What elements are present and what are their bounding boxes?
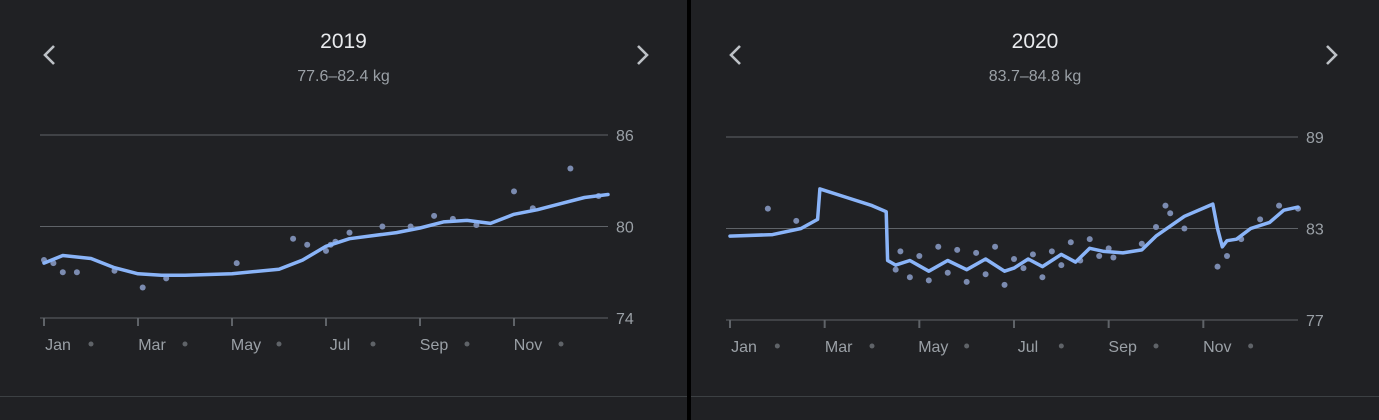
data-point [1039,274,1046,281]
x-tick-label: Nov [1203,339,1231,356]
data-point [1110,254,1117,261]
x-minor-dot [558,341,564,347]
data-point [1011,256,1017,262]
data-point [431,212,438,219]
data-point [1048,248,1055,255]
chevron-left-icon [729,45,741,65]
previous-year-button[interactable] [38,40,62,70]
x-tick-label: Mar [825,339,853,356]
data-point [1224,252,1230,259]
data-point [1138,240,1145,247]
data-point [1276,202,1283,209]
x-minor-dot [182,341,188,347]
x-minor-dot [964,343,970,349]
data-point [346,229,353,236]
x-minor-dot [464,341,470,347]
x-minor-dot [774,343,780,349]
divider [691,396,1379,397]
data-point [892,266,899,273]
data-point [379,223,386,230]
weight-chart-2020: 77 83 89 Jan Mar May Jul Sep Nov [726,130,1324,356]
data-point [764,205,771,212]
chevron-right-icon [637,45,649,65]
x-tick-label: May [918,339,948,356]
data-point [1020,265,1027,272]
chevron-left-icon [43,45,55,65]
data-point [973,249,980,256]
data-point [1162,202,1169,209]
x-minor-dot [1248,343,1254,349]
x-minor-dot [276,341,282,347]
next-year-button[interactable] [1319,40,1343,70]
data-point [992,243,999,250]
chevron-right-icon [1326,45,1338,65]
x-minor-dot [869,343,875,349]
data-point [1086,236,1093,243]
data-point [139,284,146,291]
data-point [954,246,961,253]
year-title: 2019 [320,30,367,53]
y-tick-label: 80 [616,220,634,237]
data-point [916,252,923,259]
data-point [1181,225,1188,232]
data-point [906,274,913,281]
x-minor-dot [1153,343,1159,349]
x-minor-dot [370,341,376,347]
data-point [304,241,311,248]
data-point [233,260,240,267]
x-tick-label: Jan [731,339,757,356]
y-tick-label: 77 [1306,313,1324,330]
y-tick-label: 86 [616,128,634,145]
trend-line [728,187,1300,273]
data-point [567,165,574,172]
data-point [935,243,942,250]
y-tick-label: 89 [1306,130,1324,147]
data-point [1096,252,1103,259]
x-tick-label: Nov [514,337,542,354]
weight-range: 83.7–84.8 kg [988,68,1082,85]
x-tick-label: Jan [45,337,71,354]
next-year-button[interactable] [630,40,654,70]
weight-range: 77.6–82.4 kg [297,68,390,85]
previous-year-button[interactable] [724,40,748,70]
x-minor-dot [1058,343,1064,349]
data-point [944,269,951,276]
x-tick-label: Mar [138,337,166,354]
data-point [1167,210,1174,217]
x-tick-label: Jul [1018,339,1038,356]
weight-chart-2019: 74 80 86 Jan Mar May Jul Sep Nov [40,128,634,354]
data-point [793,217,800,224]
year-title: 2020 [1011,30,1059,53]
data-point [59,269,66,276]
y-tick-label: 83 [1306,222,1324,239]
data-point [1257,216,1264,223]
data-point [1153,223,1159,230]
x-tick-label: Sep [1108,339,1137,356]
divider [0,396,687,397]
data-point [1105,245,1112,252]
data-point [1214,263,1221,270]
data-point [925,277,932,284]
data-point [1029,251,1036,258]
x-tick-label: May [231,337,261,354]
data-point [511,188,517,195]
data-point [73,269,80,276]
data-point [323,247,329,254]
data-point [1001,281,1008,288]
data-point [963,278,970,285]
data-point [1067,239,1074,246]
x-tick-label: Jul [330,337,350,354]
x-tick-label: Sep [420,337,449,354]
chart-panel-2019: 74 80 86 Jan Mar May Jul Sep Nov 2019 77.6–82.4 … [0,0,687,420]
data-point [290,235,297,242]
trend-line [42,192,610,278]
y-tick-label: 74 [616,311,634,328]
data-point [982,271,989,278]
chart-panel-2020: 77 83 89 Jan Mar May Jul Sep Nov 2020 83.7–84.8 … [691,0,1379,420]
x-minor-dot [88,341,94,347]
data-point [897,248,904,255]
data-point [1058,262,1065,269]
